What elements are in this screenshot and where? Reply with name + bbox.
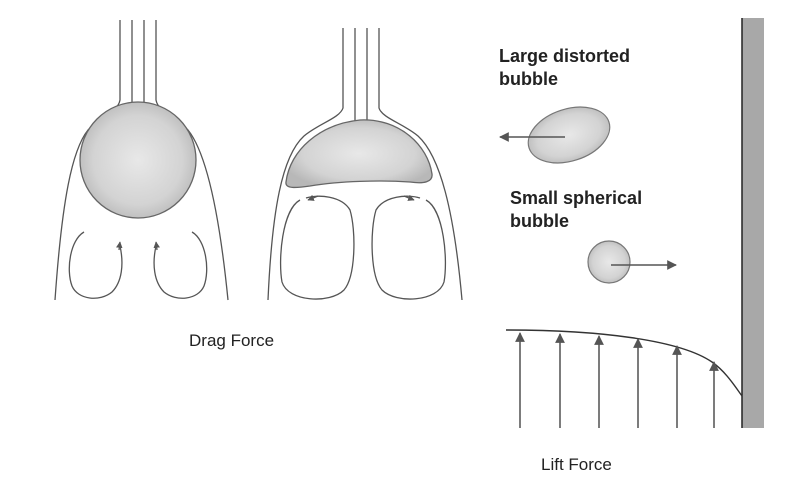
cap-vortex-left: [279, 195, 355, 300]
wall: [742, 18, 764, 428]
drag-cap-bubble-diagram: [267, 28, 463, 301]
large-bubble-label-line1: Large distorted: [499, 46, 631, 66]
large-bubble-label-line2: bubble: [499, 69, 558, 89]
lift-force-caption: Lift Force: [541, 455, 612, 474]
large-bubble-label: Large distorted bubble: [499, 45, 630, 91]
drag-force-caption: Drag Force: [189, 331, 275, 350]
lift-force-diagram: [499, 18, 764, 428]
small-bubble-label-line1: Small spherical: [510, 188, 643, 208]
large-distorted-bubble: [527, 106, 611, 164]
vortex-right: [153, 231, 208, 299]
spherical-bubble: [79, 101, 197, 219]
velocity-arrows: [515, 332, 719, 428]
vortex-left: [68, 231, 123, 299]
cap-bubble: [285, 119, 433, 189]
cap-vortex-right: [371, 195, 447, 300]
cap-tube-outer-left: [267, 28, 344, 301]
cap-tube-outer-right: [378, 28, 463, 301]
velocity-profile: [505, 329, 743, 397]
small-spherical-bubble: [587, 240, 631, 284]
drag-spherical-bubble-diagram: [54, 20, 229, 301]
small-bubble-label: Small spherical bubble: [510, 187, 642, 233]
small-bubble-label-line2: bubble: [510, 211, 569, 231]
